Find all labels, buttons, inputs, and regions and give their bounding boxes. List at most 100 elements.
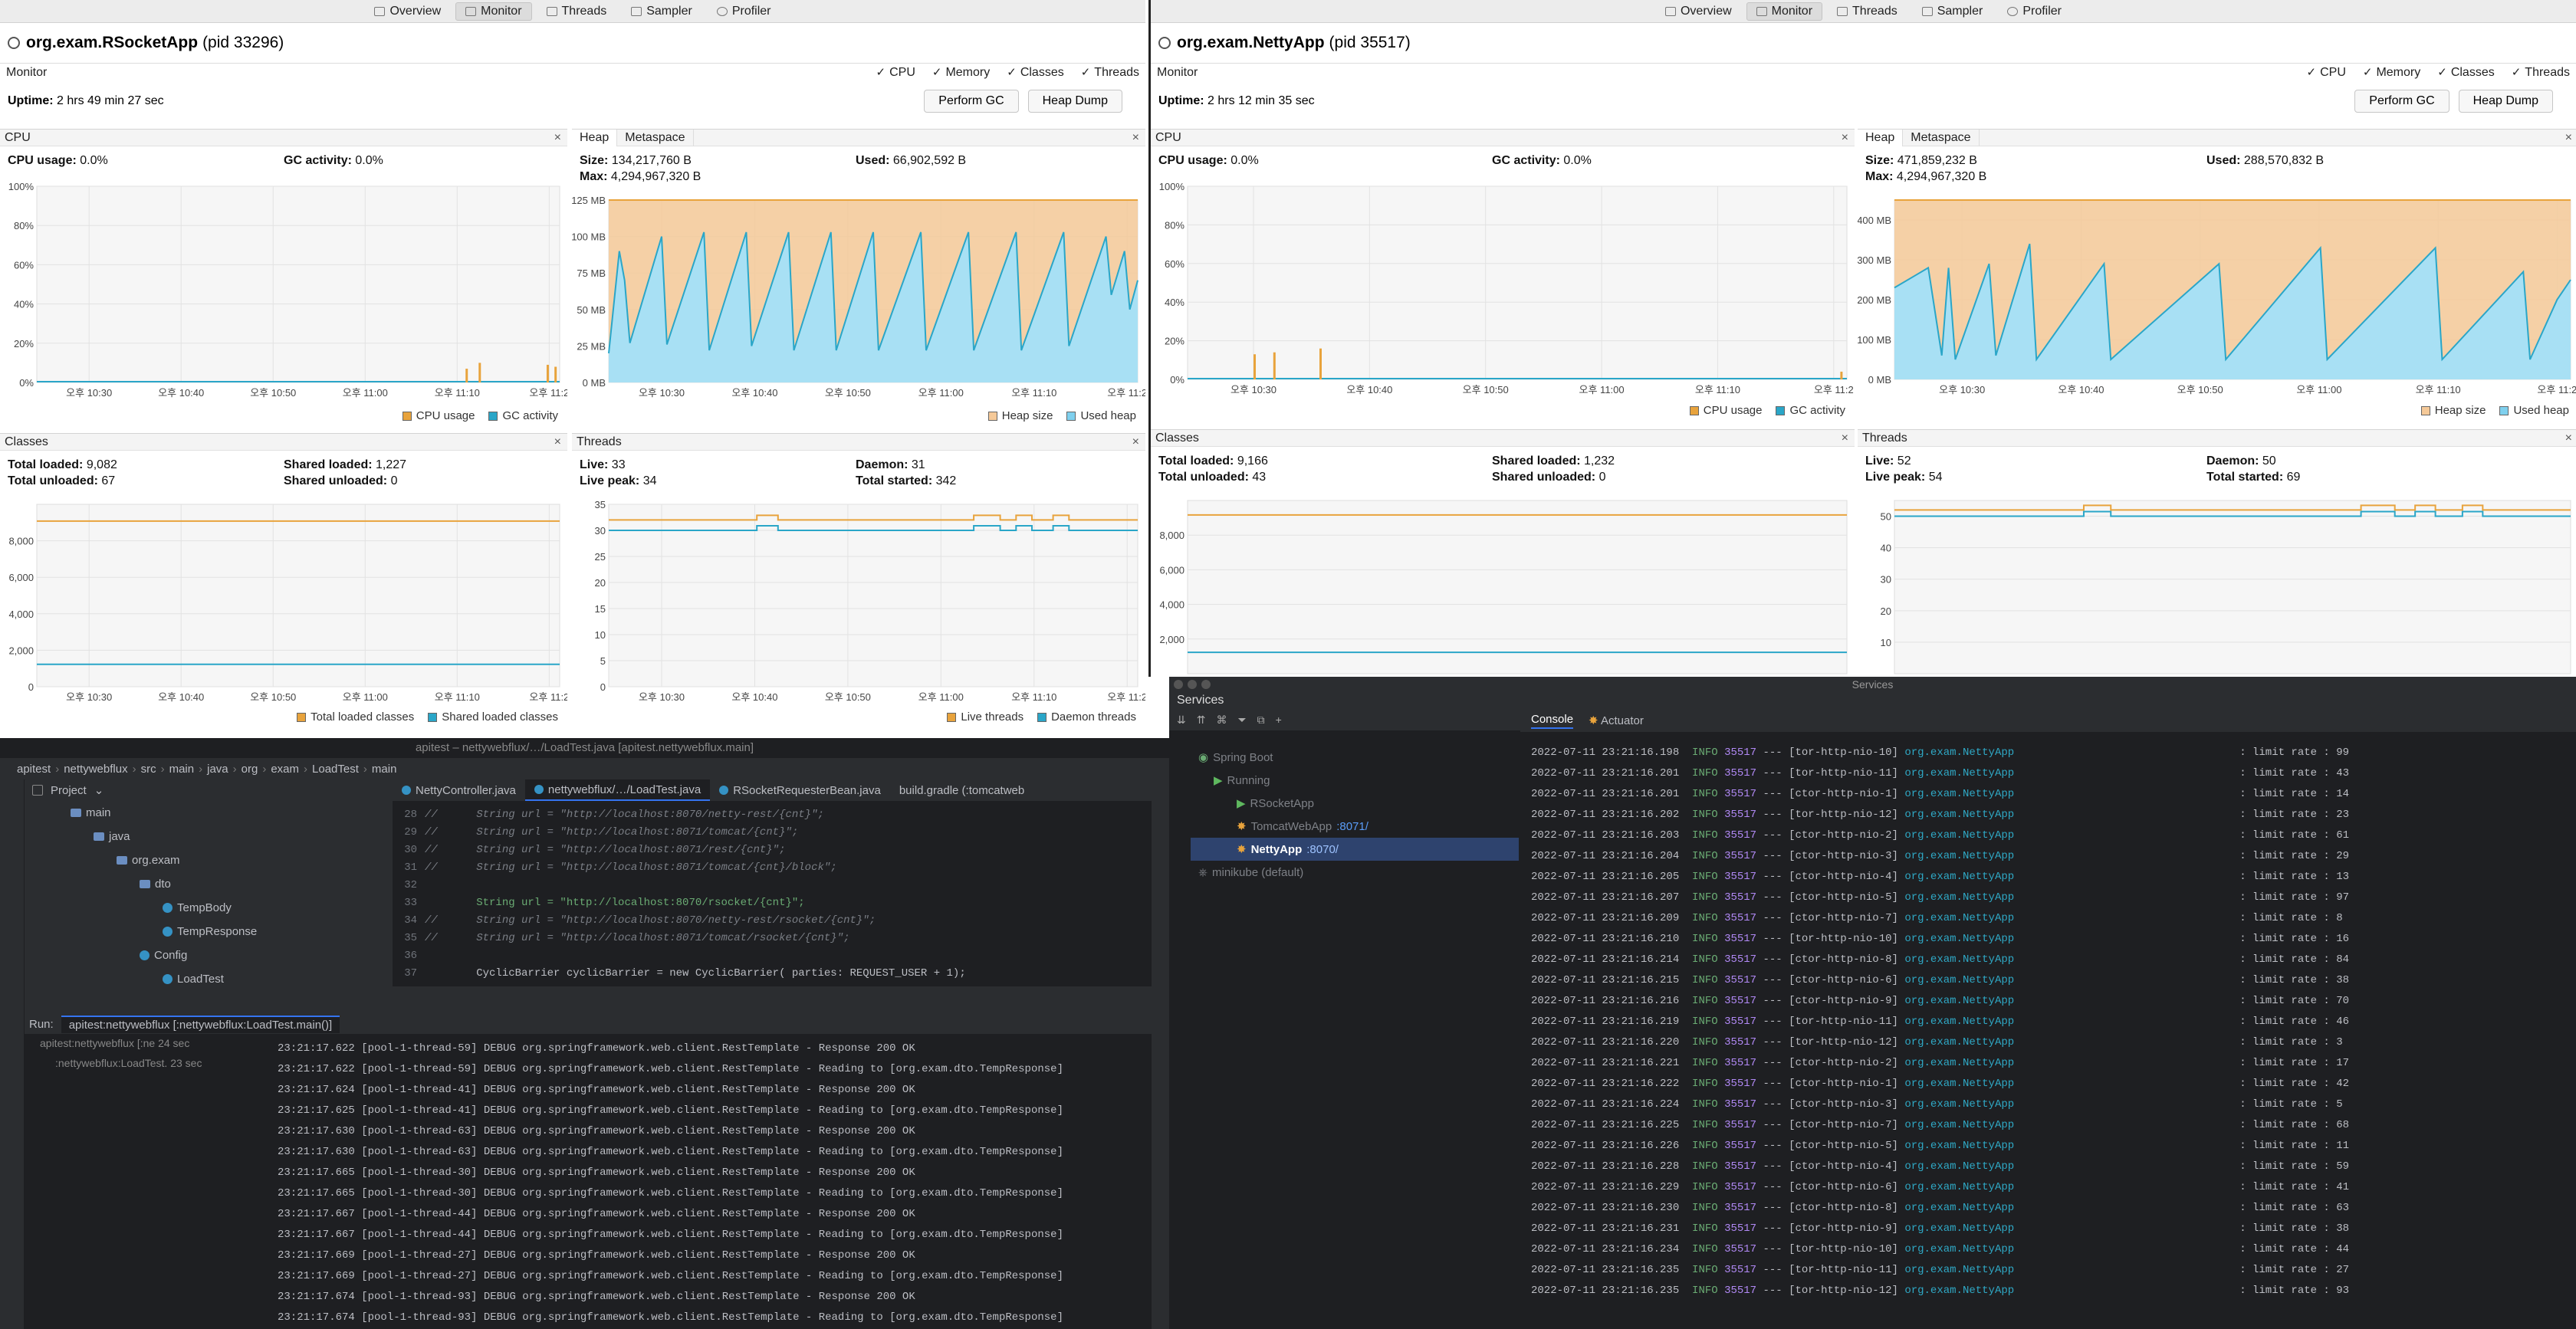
threads-checkbox[interactable]: Threads: [1081, 65, 1139, 80]
filter-icon[interactable]: ⏷: [1237, 713, 1247, 726]
heap-dump-button[interactable]: Heap Dump: [2458, 90, 2553, 113]
add-icon[interactable]: +: [1275, 714, 1282, 726]
breadcrumb-item[interactable]: LoadTest: [312, 762, 359, 776]
breadcrumb-item[interactable]: apitest: [17, 762, 51, 776]
minimize-window-icon[interactable]: [1188, 680, 1197, 689]
breadcrumb-item[interactable]: src: [140, 762, 156, 776]
tree-item[interactable]: main: [25, 801, 393, 825]
new-tab-icon[interactable]: ⧉: [1257, 713, 1265, 726]
code-line[interactable]: 31 // String url = "http://localhost:8071…: [393, 858, 1152, 876]
tab-overview[interactable]: Overview: [364, 2, 451, 21]
breadcrumb-item[interactable]: nettywebflux: [64, 762, 128, 776]
tree-item[interactable]: dto: [25, 872, 393, 896]
run-tree-item[interactable]: :nettywebflux:LoadTest. 23 sec: [55, 1057, 202, 1069]
tab-profiler[interactable]: Profiler: [1997, 2, 2072, 21]
close-window-icon[interactable]: [1174, 680, 1183, 689]
breadcrumb-item[interactable]: exam: [271, 762, 300, 776]
code-line[interactable]: 29 // String url = "http://localhost:8071…: [393, 823, 1152, 841]
close-icon[interactable]: ×: [1132, 435, 1139, 448]
run-console[interactable]: 23:21:17.622 [pool-1-thread-59] DEBUG or…: [278, 1039, 1152, 1329]
editor-tab[interactable]: NettyController.java: [393, 779, 525, 801]
tree-item[interactable]: Config: [25, 943, 393, 967]
expand-all-icon[interactable]: ⇊: [1177, 713, 1186, 726]
run-tab[interactable]: apitest:nettywebflux [:nettywebflux:Load…: [61, 1015, 340, 1033]
services-item[interactable]: ▶ Running: [1214, 773, 1270, 788]
cpu-checkbox[interactable]: CPU: [876, 65, 915, 80]
classes-checkbox[interactable]: Classes: [1007, 65, 1064, 80]
total-loaded-value: 9,082: [86, 458, 117, 471]
tab-threads[interactable]: Threads: [537, 2, 617, 21]
heap-tab[interactable]: Heap: [572, 129, 618, 146]
code-line[interactable]: 33 String url = "http://localhost:8070/r…: [393, 894, 1152, 911]
threads-checkbox[interactable]: Threads: [2512, 65, 2570, 80]
collapse-all-icon[interactable]: ⇈: [1196, 713, 1206, 726]
memory-checkbox[interactable]: Memory: [932, 65, 990, 80]
close-icon[interactable]: ×: [554, 435, 561, 448]
close-icon[interactable]: ×: [1841, 432, 1848, 445]
code-editor[interactable]: NettyController.java nettywebflux/…/Load…: [393, 779, 1152, 986]
tab-threads[interactable]: Threads: [1827, 2, 1907, 21]
services-item[interactable]: ◉ Spring Boot: [1198, 750, 1273, 765]
tree-item[interactable]: java: [25, 825, 393, 848]
console-tab[interactable]: Console: [1531, 713, 1574, 729]
heap-used-value: 288,570,832 B: [2243, 154, 2324, 167]
metaspace-tab[interactable]: Metaspace: [1903, 129, 1980, 146]
heap-dump-button[interactable]: Heap Dump: [1027, 90, 1122, 113]
close-icon[interactable]: ×: [2564, 432, 2572, 445]
classes-checkbox[interactable]: Classes: [2437, 65, 2495, 80]
tab-profiler[interactable]: Profiler: [707, 2, 781, 21]
editor-tab[interactable]: nettywebflux/…/LoadTest.java: [524, 779, 711, 801]
close-icon[interactable]: ×: [1841, 131, 1848, 144]
sampler-icon: [631, 6, 642, 16]
metaspace-tab[interactable]: Metaspace: [617, 129, 694, 146]
tree-item[interactable]: org.exam: [25, 848, 393, 872]
editor-tab[interactable]: RSocketRequesterBean.java: [710, 779, 890, 801]
tab-monitor[interactable]: Monitor: [455, 2, 532, 21]
x-tick-label: 오후 11:10: [1011, 691, 1056, 703]
zoom-window-icon[interactable]: [1201, 680, 1211, 689]
services-item-selected[interactable]: ✸ NettyApp:8070/: [1191, 838, 1519, 861]
breadcrumb-item[interactable]: main: [169, 762, 195, 776]
code-line[interactable]: 28 // String url = "http://localhost:8070…: [393, 806, 1152, 823]
services-item[interactable]: ▶ RSocketApp: [1237, 796, 1314, 811]
services-title: Services: [1852, 678, 1894, 691]
tree-item[interactable]: TempBody: [25, 896, 393, 920]
breadcrumb-item[interactable]: org: [241, 762, 258, 776]
editor-tab[interactable]: build.gradle (:tomcatweb: [899, 783, 1025, 797]
code-line[interactable]: 35 // String url = "http://localhost:8071…: [393, 929, 1152, 947]
total-started-value: 342: [935, 474, 957, 487]
project-label[interactable]: Project: [51, 783, 87, 797]
breadcrumb-item[interactable]: java: [207, 762, 228, 776]
services-item[interactable]: ✸ TomcatWebApp:8071/: [1237, 819, 1368, 834]
tab-monitor[interactable]: Monitor: [1746, 2, 1823, 21]
run-tree-item[interactable]: apitest:nettywebflux [:ne 24 sec: [40, 1037, 190, 1049]
tab-sampler[interactable]: Sampler: [621, 2, 702, 21]
close-icon[interactable]: ×: [1132, 131, 1139, 144]
code-line[interactable]: 36: [393, 947, 1152, 964]
perform-gc-button[interactable]: Perform GC: [924, 90, 1019, 113]
classes-chart: 8,000 6,000 4,000 2,000 0 오후 10:30 오후 10:40 오후 …: [0, 498, 569, 707]
close-icon[interactable]: ×: [2564, 131, 2572, 144]
cpu-checkbox[interactable]: CPU: [2307, 65, 2346, 80]
perform-gc-button[interactable]: Perform GC: [2354, 90, 2450, 113]
actuator-tab[interactable]: ✸ Actuator: [1589, 714, 1644, 727]
x-tick-label: 오후 11:00: [343, 691, 388, 703]
folder-icon: [94, 832, 104, 841]
memory-checkbox[interactable]: Memory: [2363, 65, 2420, 80]
group-icon[interactable]: ⌘: [1216, 713, 1227, 726]
tab-sampler[interactable]: Sampler: [1912, 2, 1993, 21]
code-line[interactable]: 34 // String url = "http://localhost:8070…: [393, 911, 1152, 929]
services-item[interactable]: ⎈ minikube (default): [1198, 865, 1304, 879]
tree-item[interactable]: LoadTest: [25, 967, 393, 991]
tab-overview[interactable]: Overview: [1655, 2, 1742, 21]
heap-tab[interactable]: Heap: [1858, 129, 1904, 146]
close-icon[interactable]: ×: [554, 131, 561, 144]
console-output[interactable]: 2022-07-11 23:21:16.198 INFO 35517 --- […: [1520, 732, 2576, 1301]
tree-item[interactable]: TempResponse: [25, 920, 393, 943]
code-line[interactable]: 37 CyclicBarrier cyclicBarrier = new Cyc…: [393, 964, 1152, 982]
code-line[interactable]: 30 // String url = "http://localhost:8071…: [393, 841, 1152, 858]
code-line[interactable]: 32: [393, 876, 1152, 894]
line-number: 34: [404, 914, 417, 927]
x-tick-label: 오후 11:10: [1695, 384, 1740, 395]
breadcrumb-item[interactable]: main: [371, 762, 397, 776]
